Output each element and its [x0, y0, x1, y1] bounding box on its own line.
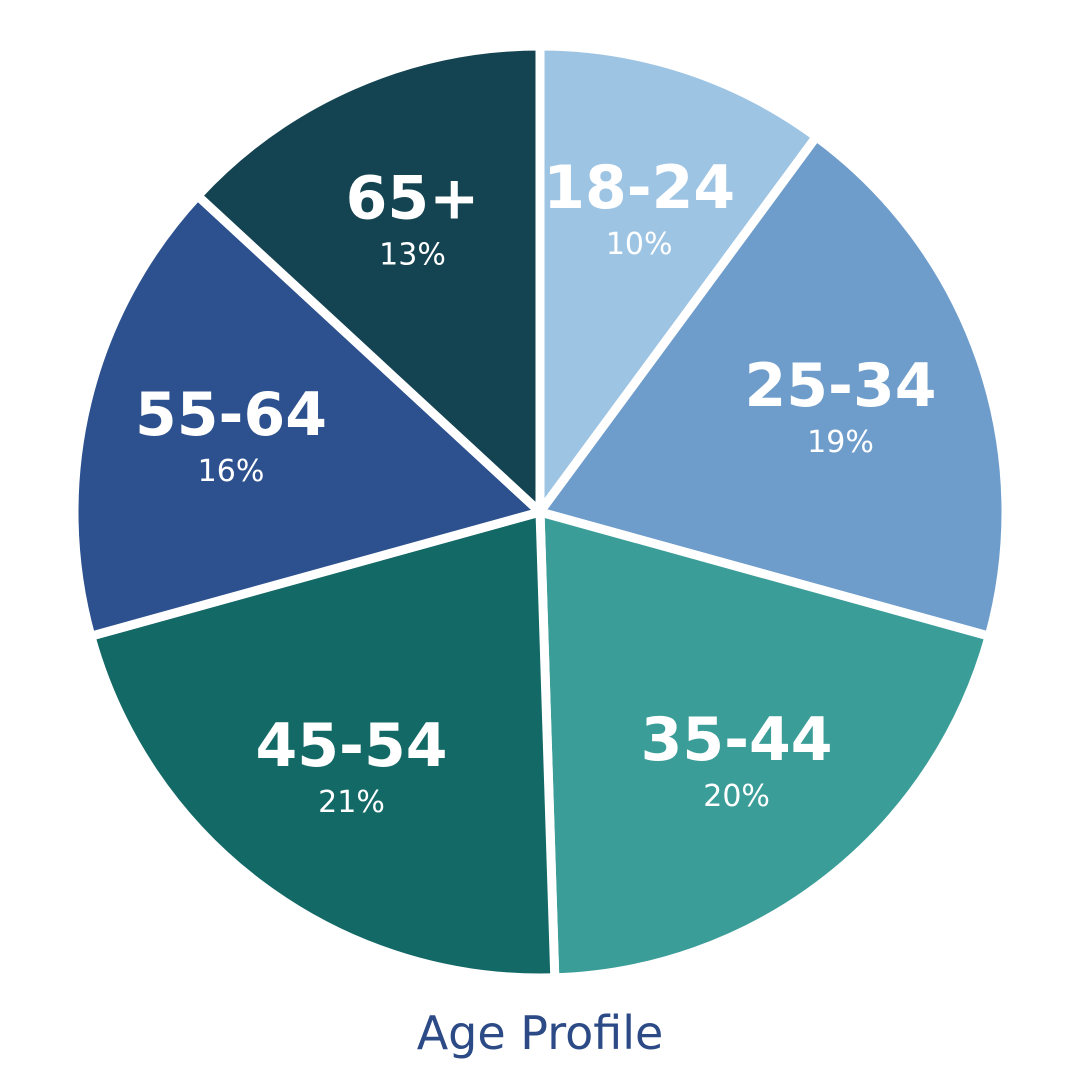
pie-slice-25-34: [532, 130, 1011, 642]
slice-category-label: 35-44: [641, 705, 833, 775]
pie-slice-35-44: [535, 506, 995, 983]
chart-title: Age Profile: [416, 1006, 664, 1060]
slice-percent-label: 20%: [703, 779, 770, 814]
slice-percent-label: 10%: [606, 227, 673, 262]
slice-category-label: 45-54: [256, 711, 448, 781]
pie-slice-55-64: [69, 189, 549, 642]
slice-category-label: 55-64: [135, 380, 327, 450]
slice-percent-label: 21%: [318, 785, 385, 820]
slice-percent-label: 13%: [379, 238, 446, 273]
slice-percent-label: 16%: [198, 454, 265, 489]
pie-slice-65-plus: [191, 41, 545, 523]
slice-category-label: 18-24: [543, 153, 735, 223]
pie-slice-18-24: [535, 41, 823, 526]
pie-slice-45-54: [85, 506, 560, 983]
slice-percent-label: 19%: [807, 425, 874, 460]
slice-category-label: 65+: [346, 164, 480, 234]
slice-category-label: 25-34: [745, 351, 937, 421]
